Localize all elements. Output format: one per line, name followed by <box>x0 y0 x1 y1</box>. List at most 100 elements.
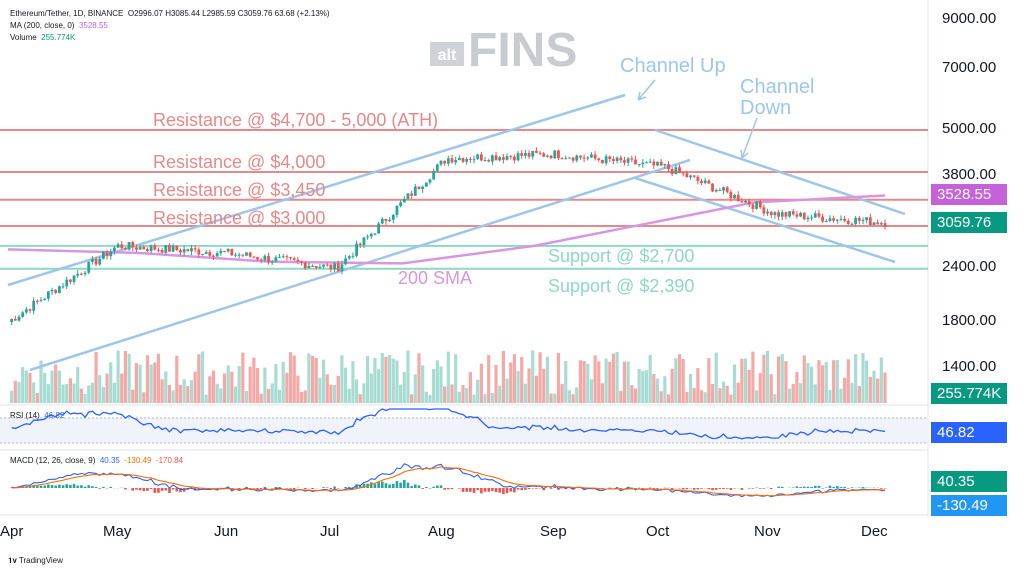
candle-body <box>120 244 124 249</box>
candle-body <box>186 249 190 252</box>
candle-body <box>461 157 465 162</box>
volume-bar <box>208 376 212 403</box>
macd-histogram-bar <box>718 488 722 489</box>
volume-bar <box>677 354 682 403</box>
candle-body <box>843 218 847 221</box>
candle-body <box>527 153 531 157</box>
macd-histogram-bar <box>509 488 513 492</box>
volume-bar <box>494 364 498 403</box>
volume-bar <box>391 358 395 403</box>
candle-body <box>435 164 439 171</box>
macd-histogram-bar <box>98 488 102 489</box>
candle-body <box>182 249 186 253</box>
y-tick-7000: 7000.00 <box>942 59 997 76</box>
volume-bar <box>780 354 784 403</box>
signal-tag: -130.49 <box>931 495 1007 516</box>
candle-body <box>703 180 707 184</box>
volume-bar <box>619 390 623 403</box>
candle-body <box>634 159 637 165</box>
rsi-line <box>11 408 886 440</box>
volume-bar <box>784 361 788 403</box>
candle-body <box>399 202 403 206</box>
macd-histogram-bar <box>498 488 502 493</box>
macd-histogram-bar <box>83 486 87 488</box>
volume-tag: 255.774K <box>931 383 1007 404</box>
candle-body <box>296 259 300 262</box>
volume-bar <box>754 390 759 403</box>
volume-bar <box>718 388 722 403</box>
channel-down-upper <box>654 128 906 216</box>
macd-histogram-bar <box>685 488 689 490</box>
volume-bar <box>105 373 109 403</box>
candle-body <box>79 273 83 275</box>
macd-histogram-bar <box>817 485 821 488</box>
volume-bar <box>167 384 172 403</box>
macd-histogram-bar <box>432 486 435 488</box>
macd-line <box>11 463 886 498</box>
candle-body <box>153 245 157 250</box>
volume-bar <box>773 394 777 403</box>
volume-bar <box>230 371 234 403</box>
candle-body <box>351 255 355 257</box>
candle-body <box>597 158 601 160</box>
volume-bar <box>498 385 502 403</box>
macd-histogram-bar <box>447 488 450 490</box>
candle-body <box>483 160 487 162</box>
candle-body <box>263 255 267 261</box>
macd-histogram-bar <box>50 484 54 488</box>
candle-body <box>65 279 69 287</box>
label-resistance-ath: Resistance @ $4,700 - 5,000 (ATH) <box>153 110 439 130</box>
candle-body <box>648 161 652 163</box>
volume-bar <box>79 388 83 403</box>
candle-body <box>325 264 329 266</box>
macd-histogram-bar <box>358 485 362 488</box>
volume-bar <box>593 355 597 403</box>
macd-histogram-bar <box>516 488 520 490</box>
candlesticks <box>10 147 887 325</box>
macd-histogram-bar <box>149 488 153 490</box>
candle-body <box>395 205 399 215</box>
macd-histogram-bar <box>487 488 490 492</box>
volume-bar <box>765 350 770 403</box>
volume-bar <box>244 390 249 403</box>
candle-body <box>641 162 645 165</box>
macd-histogram-bar <box>303 488 307 489</box>
volume-bar <box>446 351 450 403</box>
volume-bar <box>743 358 748 403</box>
volume-bar <box>725 385 729 403</box>
candle-body <box>179 249 182 253</box>
candle-body <box>278 256 281 258</box>
channel-lines <box>7 93 906 372</box>
macd-histogram-bar <box>714 488 718 490</box>
candle-body <box>810 217 814 219</box>
candle-body <box>806 217 810 220</box>
volume-bar <box>762 354 766 403</box>
volume-bar <box>120 373 124 403</box>
volume-bar <box>366 356 370 403</box>
macd-histogram-bar <box>806 486 810 488</box>
candle-body <box>571 157 575 161</box>
volume-bar <box>292 355 296 403</box>
volume-bar <box>432 369 436 403</box>
candle-body <box>575 155 579 161</box>
candle-body <box>850 223 854 225</box>
macd-pane <box>10 463 887 498</box>
candle-body <box>300 261 303 263</box>
x-tick-sep: Sep <box>540 523 567 540</box>
volume-bar <box>490 392 494 403</box>
candle-body <box>61 286 65 288</box>
candle-body <box>289 257 292 259</box>
candle-body <box>542 153 546 157</box>
volume-bar <box>226 365 230 403</box>
volume-bar <box>222 373 227 403</box>
candle-body <box>105 251 109 257</box>
candle-body <box>523 153 527 156</box>
macd-histogram-bar <box>274 486 278 488</box>
volume-bar <box>637 368 641 403</box>
candle-body <box>160 249 164 253</box>
macd-histogram-bar <box>168 488 171 494</box>
macd-histogram-bar <box>711 488 714 491</box>
candle-body <box>557 150 560 159</box>
volume-bar <box>98 375 102 403</box>
